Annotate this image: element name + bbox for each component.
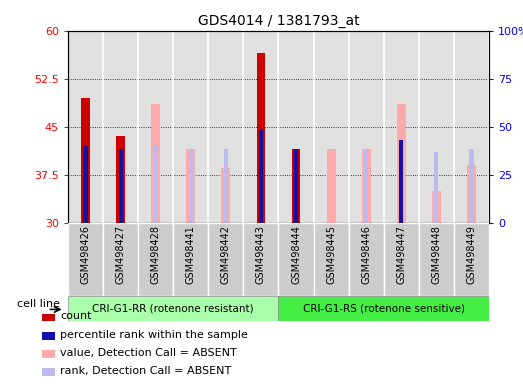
Text: GSM498444: GSM498444 [291,225,301,284]
Bar [419,223,454,296]
Bar [221,168,230,223]
Bar [434,152,438,223]
Bar [189,149,193,223]
Bar [362,149,371,223]
Bar [259,130,263,223]
Bar [151,104,160,223]
Bar [68,296,278,321]
Bar [186,149,195,223]
Bar [42,369,55,376]
Title: GDS4014 / 1381793_at: GDS4014 / 1381793_at [198,14,359,28]
Bar [224,149,228,223]
Text: rank, Detection Call = ABSENT: rank, Detection Call = ABSENT [60,366,231,376]
Text: GSM498428: GSM498428 [151,225,161,284]
Bar [257,53,265,223]
Bar [384,223,419,296]
Bar [314,223,349,296]
Text: GSM498447: GSM498447 [396,225,406,284]
Bar [467,165,476,223]
Bar [292,149,300,223]
Bar [208,223,243,296]
Text: GSM498443: GSM498443 [256,225,266,284]
Bar [173,223,208,296]
Text: CRI-G1-RR (rotenone resistant): CRI-G1-RR (rotenone resistant) [93,303,254,313]
Text: GSM498441: GSM498441 [186,225,196,284]
Bar [154,146,158,223]
Bar [84,146,88,223]
Text: GSM498442: GSM498442 [221,225,231,284]
Bar [399,139,403,223]
Text: GSM498448: GSM498448 [431,225,441,284]
Bar [116,136,125,223]
Text: GSM498449: GSM498449 [467,225,476,284]
Text: value, Detection Call = ABSENT: value, Detection Call = ABSENT [60,348,237,358]
Bar [397,104,406,223]
Bar [454,223,489,296]
Bar [42,314,55,321]
Bar [469,149,473,223]
Bar [432,191,441,223]
Bar [243,223,278,296]
Bar [278,296,489,321]
Text: GSM498446: GSM498446 [361,225,371,284]
Text: cell line: cell line [17,300,60,310]
Bar [68,223,103,296]
Text: GSM498427: GSM498427 [116,225,126,284]
Text: percentile rank within the sample: percentile rank within the sample [60,329,248,339]
Bar [119,149,123,223]
Bar [42,350,55,358]
Bar [103,223,138,296]
Bar [294,149,298,223]
Bar [42,332,55,340]
Bar [279,223,314,296]
Text: GSM498445: GSM498445 [326,225,336,284]
Text: CRI-G1-RS (rotenone sensitive): CRI-G1-RS (rotenone sensitive) [303,303,465,313]
Text: count: count [60,311,92,321]
Text: GSM498426: GSM498426 [81,225,90,284]
Bar [138,223,173,296]
Bar [327,149,336,223]
Bar [349,223,384,296]
Bar [364,149,368,223]
Bar [81,98,90,223]
